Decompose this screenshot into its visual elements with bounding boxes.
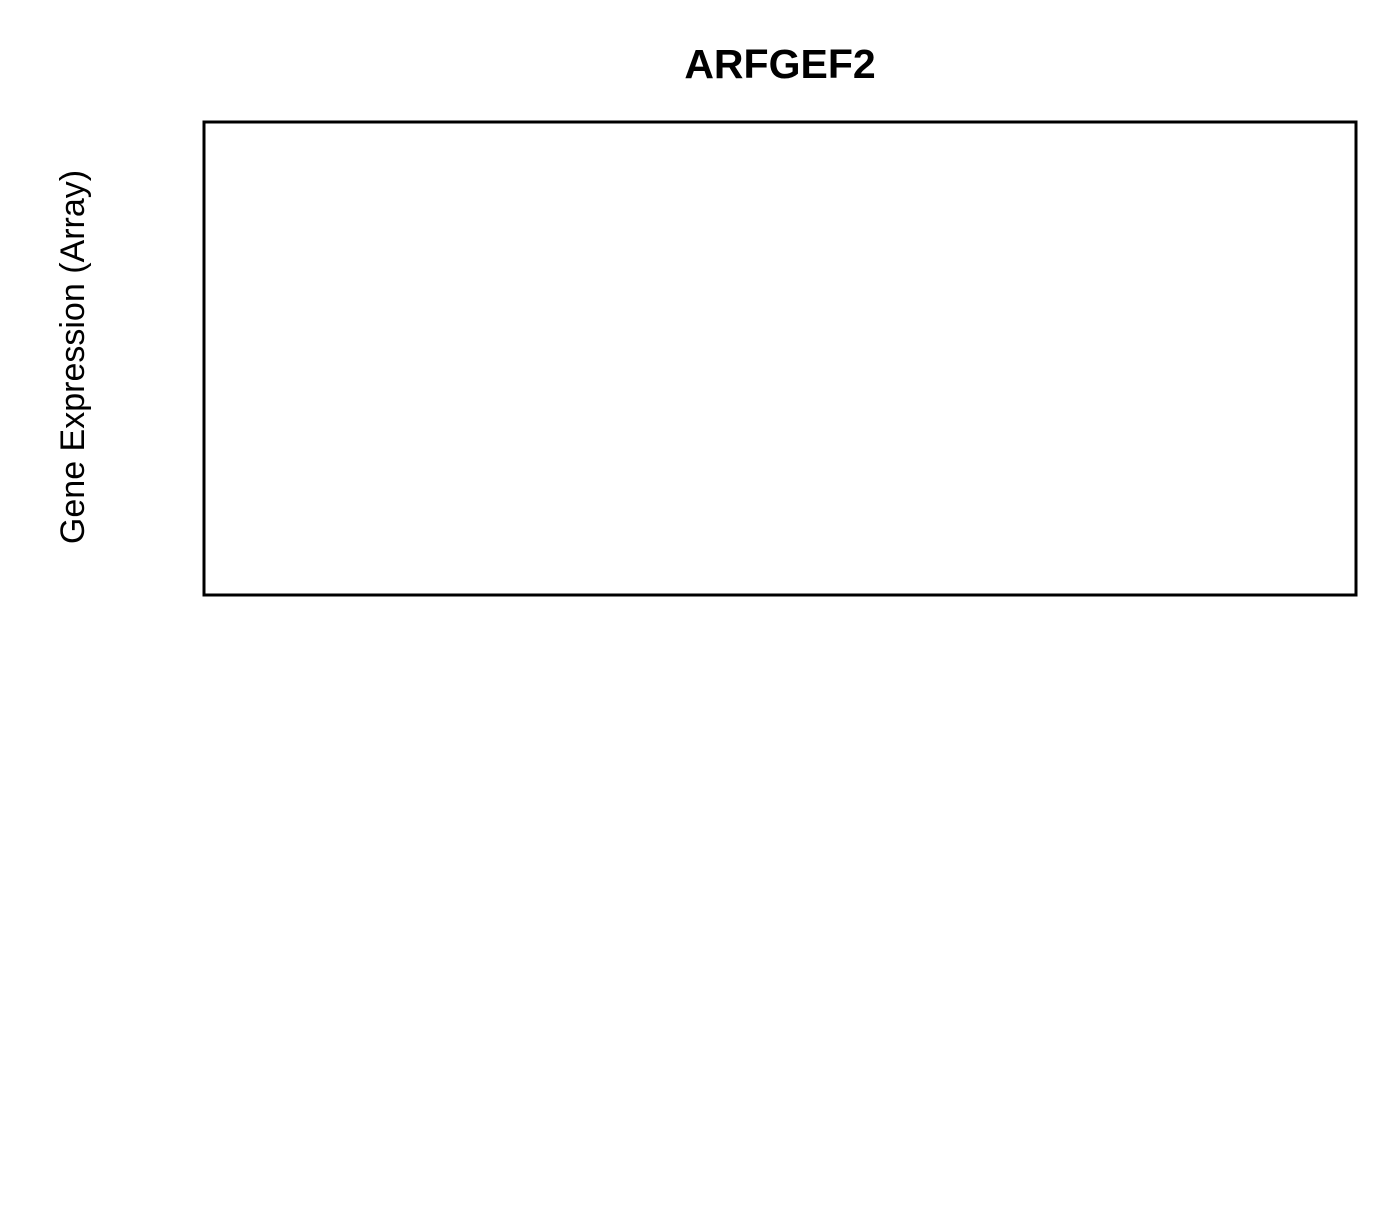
plot-box [202, 120, 1358, 597]
y-axis-label: Gene Expression (Array) [54, 170, 92, 544]
chart-title: ARFGEF2 [684, 41, 875, 87]
